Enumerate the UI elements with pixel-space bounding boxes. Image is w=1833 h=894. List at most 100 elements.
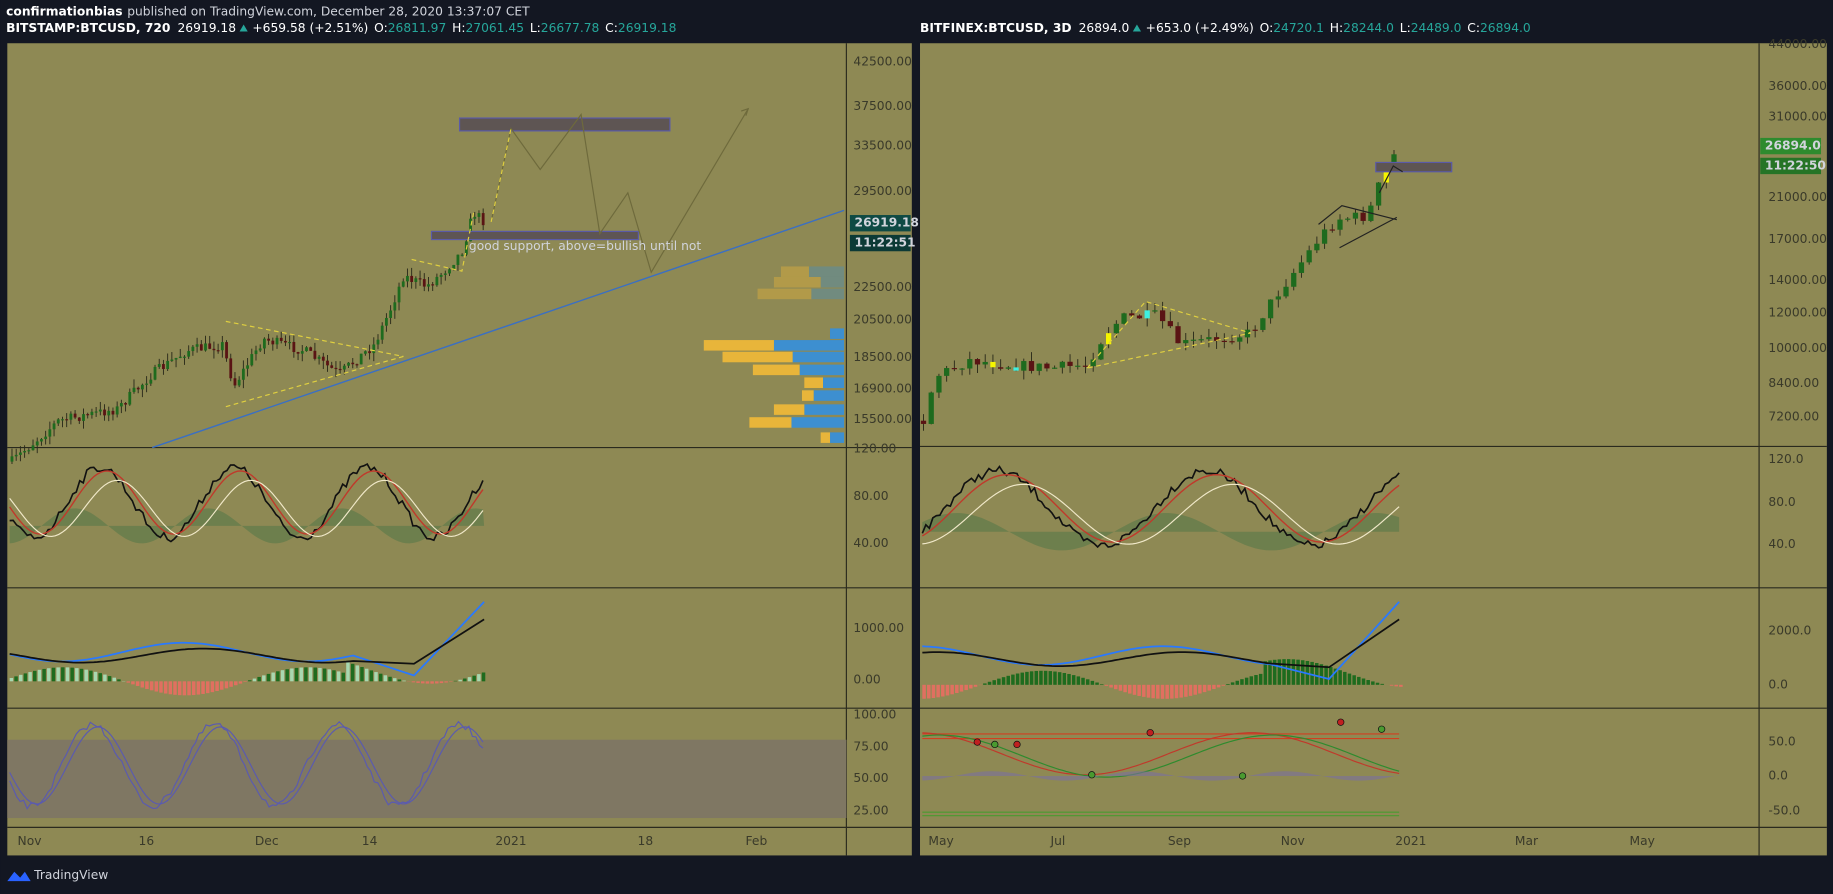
last-price: 26919.18 [178,21,237,35]
macd-bar [177,681,182,696]
macd-bar [1076,676,1081,685]
macd-bar [131,681,135,685]
candle [140,384,144,390]
macd-bar [47,668,51,682]
macd-bar [1043,670,1048,685]
candle [73,413,77,418]
trendline [151,209,845,449]
macd-bar [1099,684,1104,685]
macd-bar [304,667,308,682]
dashed-line [225,320,404,358]
macd-bar [1212,684,1216,690]
macd-bar [28,672,32,682]
axis-label: 14000.00 [1768,273,1827,287]
macd-bar [922,684,926,699]
candle [69,413,73,420]
profile-blue [811,288,845,300]
macd-bar [1048,671,1053,685]
macd-bar [271,672,275,682]
candle [1360,212,1366,221]
ohlc-key: C: [605,21,618,35]
candle [448,269,451,274]
macd-bar [1142,684,1146,697]
candle [183,356,186,358]
macd-bar [1113,684,1118,690]
macd-bar [280,670,285,682]
macd-bar [1375,682,1380,685]
macd-bar [1179,684,1183,698]
macd-bar [51,667,56,682]
candle [14,454,18,457]
macd-bar [1132,684,1137,695]
cross-dot [973,738,981,746]
ohlc-value: 26894.0 [1480,21,1531,35]
candle [153,366,157,380]
ohlc-value: 27061.45 [465,21,524,35]
profile-yellow [773,276,821,288]
macd-bar [1380,683,1384,685]
candle [334,367,338,370]
candle [1252,329,1258,331]
macd-bar [1347,673,1352,685]
macd-bar [1057,672,1062,685]
macd-bar [959,684,964,692]
macd-bar [276,671,280,682]
macd-bar [210,681,215,693]
axis-label: 29500.00 [853,184,912,198]
macd-bar [950,684,954,695]
candle [401,281,405,287]
macd-bar [430,681,434,684]
osc-area [922,771,1400,781]
macd-bar [945,684,950,696]
candle [338,368,342,371]
macd-bar [1291,659,1296,685]
osc-line [921,473,1400,543]
candle [52,423,56,430]
ohlc-key: O: [1260,21,1274,35]
macd-bar [205,681,210,694]
macd-bar [262,675,266,682]
macd-bar [931,684,936,698]
candle [920,420,927,424]
candle [959,368,965,370]
axis-label: 25.00 [853,804,888,818]
macd-bar [1371,681,1375,685]
macd-bar [341,672,346,682]
axis-label: 10000.00 [1768,341,1827,355]
axis-label: 20500.00 [853,313,912,327]
macd-bar [458,679,462,682]
macd-bar [201,681,205,694]
macd-bar [392,678,397,682]
candle [1013,367,1019,371]
time-label: Dec [255,834,279,848]
macd-bar [992,680,996,685]
macd-bar [1202,684,1207,693]
macd-bar [936,684,940,698]
candle [82,414,85,421]
dashed-line [225,355,404,408]
candle [397,286,401,303]
cross-dot [1088,771,1096,779]
cross-dot [1238,772,1247,780]
macd-bar [1263,661,1268,685]
osc-line [921,465,1400,549]
axis-label: 40.00 [853,536,888,550]
ohlc-key: H: [452,21,465,35]
candle [90,411,94,416]
axis-label: 17000.00 [1768,232,1827,246]
candle [330,365,334,368]
cross-dot [1377,725,1386,733]
stoch-d [9,726,484,805]
axis-label: 44000.00 [1768,37,1827,51]
candle [1306,250,1312,263]
stoch-k [9,720,484,810]
macd-bar [1062,672,1067,685]
macd-bar [927,684,931,699]
candle [107,410,111,416]
macd-bar [1221,684,1226,686]
macd-bar [1128,684,1132,694]
macd-bar [117,679,121,682]
axis-label: 33500.00 [853,139,912,153]
zone [430,230,639,241]
